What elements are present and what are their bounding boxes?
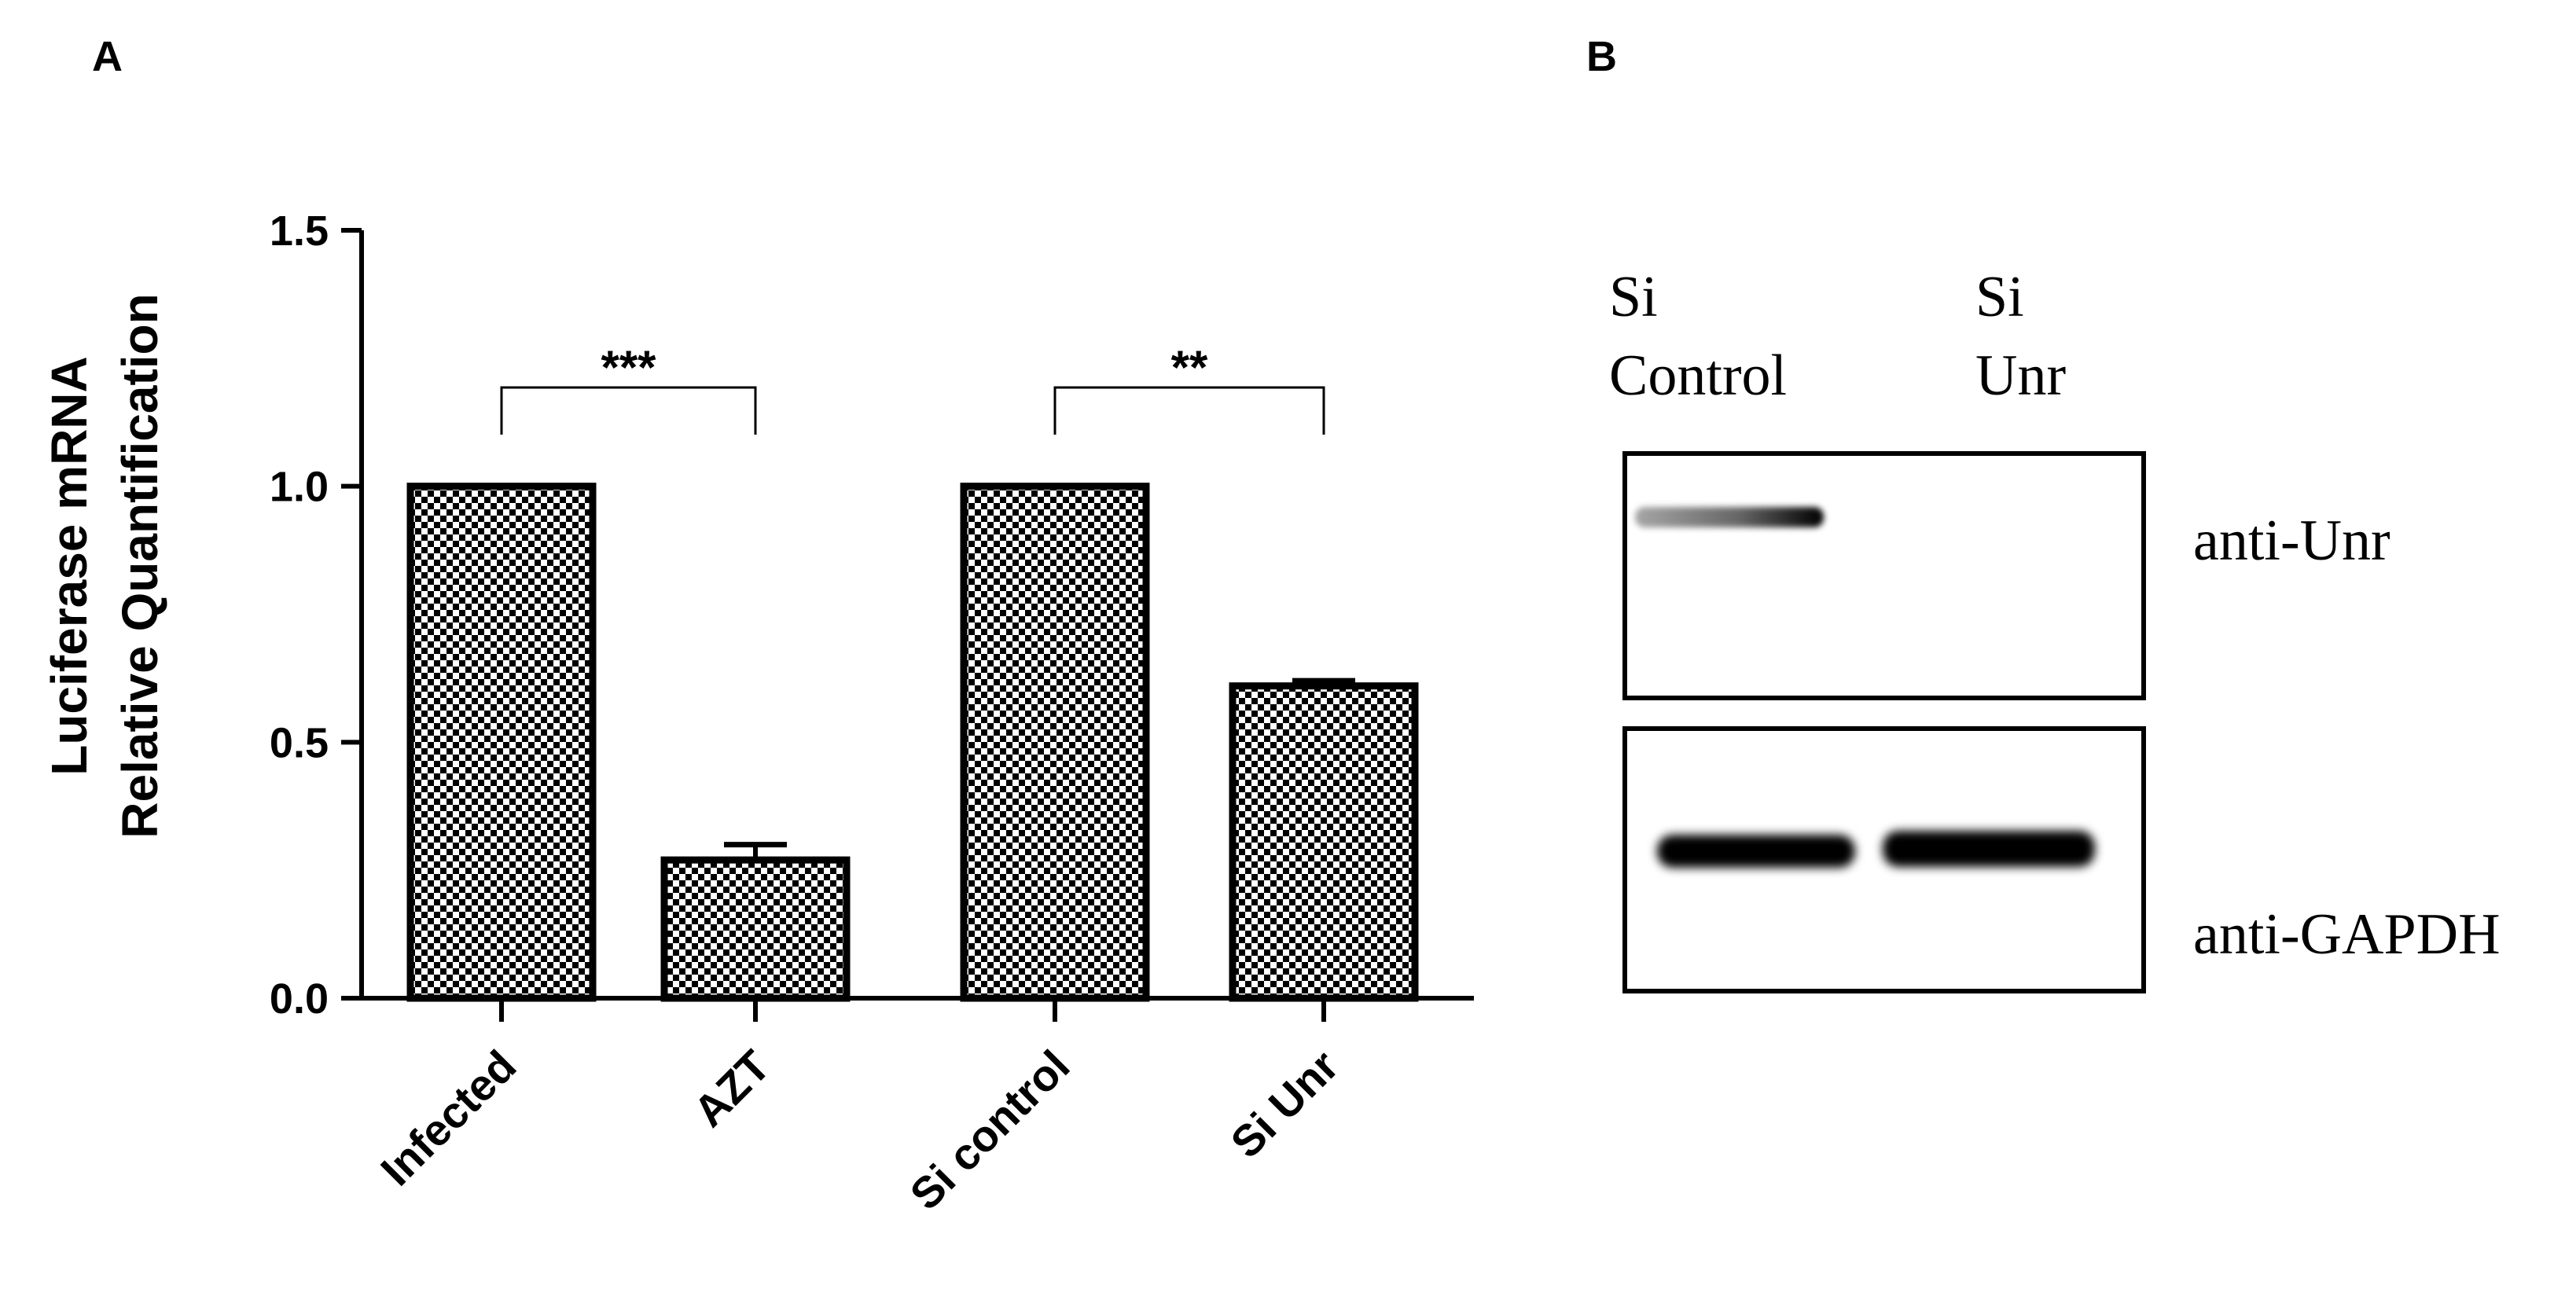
panel-letter-b: B [1586, 33, 1617, 80]
y-tick-label-0: 0.0 [270, 975, 329, 1023]
category-label-1: AZT [684, 1041, 780, 1137]
category-label-3: Si Unr [1221, 1041, 1347, 1167]
lane-label-si-unr-line1: Si [1975, 265, 2024, 329]
blot-row-label-gapdh: anti-GAPDH [2193, 902, 2501, 967]
lane-label-si-control-line1: Si [1609, 265, 1658, 329]
y-axis-title-line1: Luciferase mRNA [41, 356, 97, 776]
blot-band-gapdh-lane2 [1883, 831, 2095, 867]
western-blot: Si Control Si Unr anti-Unr anti-GAPDH [1609, 265, 2501, 993]
y-tick-label-3: 1.5 [270, 207, 329, 255]
blot-band-gapdh-lane1 [1657, 835, 1855, 868]
significance-bracket-0 [500, 386, 757, 435]
category-label-0: Infected [371, 1041, 525, 1195]
bar-3 [1229, 682, 1419, 1002]
y-tick-label-2: 1.0 [270, 464, 329, 511]
panel-letter-a: A [92, 33, 123, 80]
bar-2 [960, 483, 1150, 1002]
blot-frame-unr [1622, 451, 2146, 700]
significance-label-0: *** [601, 341, 656, 394]
y-tick-label-1: 0.5 [270, 719, 329, 766]
category-label-2: Si control [900, 1041, 1079, 1219]
lane-label-si-unr-line2: Unr [1975, 343, 2066, 408]
lane-label-si-control-line2: Control [1609, 343, 1787, 408]
significance-bracket-1 [1053, 386, 1325, 435]
bar-chart: 0.0 0.5 1.0 1.5 Infected AZT Si control Si Unr *… [270, 207, 1474, 1219]
blot-row-label-unr: anti-Unr [2193, 509, 2390, 573]
significance-label-1: ** [1171, 341, 1208, 394]
bar-0 [406, 483, 597, 1002]
y-axis-title-line2: Relative Quantification [112, 293, 168, 838]
blot-band-unr [1635, 507, 1824, 527]
bar-1 [660, 856, 851, 1002]
